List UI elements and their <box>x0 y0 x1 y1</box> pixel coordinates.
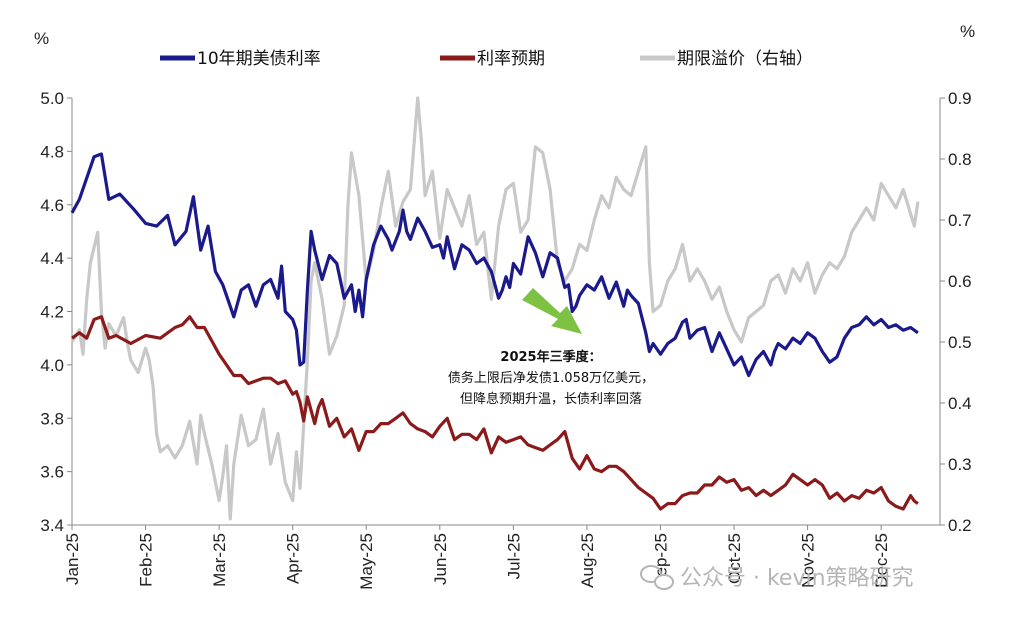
legend-item-term-premium: 期限溢价（右轴） <box>640 49 813 69</box>
x-tick-label: Mar-25 <box>210 533 229 587</box>
legend-item-rate-expectation: 利率预期 <box>440 49 545 69</box>
right-axis-ticks: 0.2 0.3 0.4 0.5 0.6 0.7 0.8 0.9 <box>940 89 972 535</box>
left-axis-unit: % <box>34 29 49 48</box>
annotation-arrow <box>522 288 582 334</box>
right-tick-label: 0.6 <box>948 272 972 291</box>
left-axis-ticks: 3.4 3.6 3.8 4.0 4.2 4.4 4.6 4.8 5.0 <box>40 89 72 535</box>
left-tick-label: 3.4 <box>40 516 64 535</box>
right-axis-unit: % <box>960 22 975 41</box>
annotation-line1: 债务上限后净发债1.058万亿美元， <box>448 370 654 386</box>
legend: 10年期美债利率 利率预期 期限溢价（右轴） <box>160 49 813 69</box>
right-tick-label: 0.7 <box>948 211 972 230</box>
x-tick-label: Oct-25 <box>725 533 744 584</box>
left-tick-label: 4.6 <box>40 196 64 215</box>
left-tick-label: 3.6 <box>40 463 64 482</box>
right-tick-label: 0.5 <box>948 333 972 352</box>
right-tick-label: 0.9 <box>948 89 972 108</box>
x-tick-label: Feb-25 <box>137 533 156 587</box>
left-tick-label: 4.2 <box>40 303 64 322</box>
x-tick-label: Jan-25 <box>63 533 82 585</box>
wechat-icon <box>640 565 674 590</box>
annotation-title: 2025年三季度： <box>500 349 601 365</box>
left-tick-label: 4.0 <box>40 356 64 375</box>
x-tick-label: Nov-25 <box>799 533 818 588</box>
annotation-line2: 但降息预期升温，长债利率回落 <box>460 391 642 407</box>
left-tick-label: 4.4 <box>40 249 64 268</box>
legend-item-10y-yield: 10年期美债利率 <box>160 49 321 69</box>
left-tick-label: 3.8 <box>40 409 64 428</box>
x-tick-label: Aug-25 <box>578 533 597 588</box>
right-tick-label: 0.3 <box>948 455 972 474</box>
legend-label-term-premium: 期限溢价（右轴） <box>677 49 813 69</box>
series-line-term-premium <box>70 96 920 521</box>
legend-label-10y-yield: 10年期美债利率 <box>197 49 321 69</box>
right-tick-label: 0.2 <box>948 516 972 535</box>
x-tick-label: May-25 <box>357 533 376 590</box>
annotation: 2025年三季度： 债务上限后净发债1.058万亿美元， 但降息预期升温，长债利… <box>448 349 654 407</box>
x-tick-label: Jul-25 <box>504 533 523 579</box>
right-tick-label: 0.4 <box>948 394 972 413</box>
watermark-text: 公众号 · kevin策略研究 <box>680 566 914 591</box>
right-tick-label: 0.8 <box>948 150 972 169</box>
x-tick-label: Jun-25 <box>431 533 450 585</box>
x-tick-label: Apr-25 <box>284 533 303 584</box>
series-line-rate-expectation <box>71 315 919 511</box>
x-tick-label: Dec-25 <box>872 533 891 588</box>
series-layer <box>70 96 920 521</box>
watermark: 公众号 · kevin策略研究 <box>640 565 914 591</box>
legend-label-rate-expectation: 利率预期 <box>477 49 545 69</box>
series-line-10y-yield <box>70 152 919 378</box>
left-tick-label: 4.8 <box>40 142 64 161</box>
left-tick-label: 5.0 <box>40 89 64 108</box>
